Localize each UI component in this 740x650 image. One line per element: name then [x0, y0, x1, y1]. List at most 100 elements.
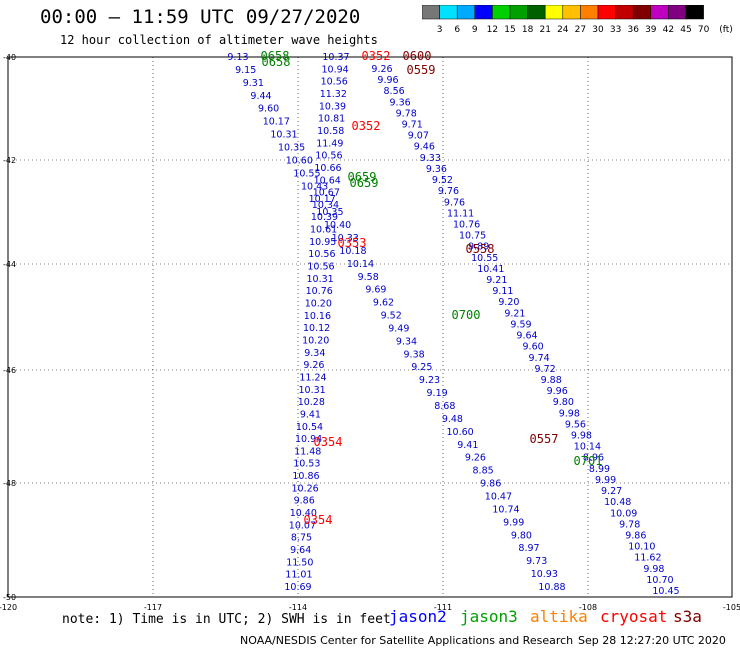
colorbar-tick: 45 [680, 25, 691, 35]
pass-time-label: 0353 [338, 236, 367, 250]
track-b-value: 9.07 [408, 131, 429, 142]
lon-label: -114 [289, 603, 307, 610]
track-b-value: 9.60 [523, 342, 544, 353]
track-b-value: 9.72 [535, 364, 556, 375]
mission-jason3: jason3 [460, 607, 518, 626]
track-b-value: 9.98 [643, 564, 664, 575]
track-a-value: 11.32 [320, 89, 347, 100]
track-b-value: 9.64 [516, 331, 537, 342]
colorbar-swatch [685, 5, 704, 20]
track-c-value: 9.19 [427, 388, 448, 399]
track-a-value: 10.54 [296, 422, 323, 433]
lon-label: -120 [0, 603, 17, 610]
track-c-value: 9.52 [381, 311, 402, 322]
track-b-value: 9.20 [498, 297, 519, 308]
track-c-value: 10.60 [446, 427, 473, 438]
track-b-value: 10.41 [477, 264, 504, 275]
track-c-value: 9.60 [258, 104, 279, 115]
track-a-value: 10.95 [309, 237, 336, 248]
track-c-value: 9.25 [411, 362, 432, 373]
pass-time-label: 0352 [362, 49, 391, 63]
track-a-value: 10.94 [295, 434, 322, 445]
track-a-value: 9.41 [300, 409, 321, 420]
track-b-value: 8.96 [583, 453, 604, 464]
pass-time-label: 0558 [466, 242, 495, 256]
track-a-value: 10.86 [292, 471, 319, 482]
track-c-value: 9.80 [511, 530, 532, 541]
footer-note: note: 1) Time is in UTC; 2) SWH is in fe… [62, 612, 391, 627]
track-b-value: 10.75 [459, 231, 486, 242]
track-b-value: 10.09 [610, 508, 637, 519]
track-c-value: 10.55 [293, 168, 320, 179]
colorbar-tick: 33 [610, 25, 621, 35]
track-a-value: 10.07 [289, 520, 316, 531]
track-b-value: 9.88 [541, 375, 562, 386]
track-b-value: 9.21 [504, 308, 525, 319]
colorbar-tick: 36 [627, 25, 639, 35]
lat-label: -42 [3, 156, 16, 165]
pass-time-label: 0700 [452, 308, 481, 322]
lat-label: -44 [3, 260, 16, 269]
track-a-value: 10.37 [322, 52, 349, 63]
pass-time-label: 0557 [530, 432, 559, 446]
track-b-value: 9.52 [432, 175, 453, 186]
track-a-value: 10.26 [291, 483, 318, 494]
track-a-value: 10.34 [312, 200, 339, 211]
track-c-value: 10.40 [324, 220, 351, 231]
track-b-value: 9.11 [492, 286, 513, 297]
track-b-value: 8.99 [589, 464, 610, 475]
track-c-value: 9.15 [235, 65, 256, 76]
track-a-value: 11.49 [316, 138, 343, 149]
pass-time-label: 0658 [262, 55, 291, 69]
track-a-value: 11.50 [286, 557, 313, 568]
track-c-value: 9.62 [373, 298, 394, 309]
pass-time-label: 0659 [348, 170, 377, 184]
track-a-value: 10.56 [307, 262, 334, 273]
track-c-value: 10.33 [332, 233, 359, 244]
track-b-value: 9.99 [595, 475, 616, 486]
track-a-value: 10.56 [321, 77, 348, 88]
lat-label: -50 [3, 593, 16, 602]
track-a-value: 10.31 [298, 385, 325, 396]
track-c-value: 9.23 [419, 375, 440, 386]
lat-label: -40 [3, 53, 16, 62]
track-a-value: 10.39 [311, 212, 338, 223]
track-c-value: 9.73 [526, 556, 547, 567]
mission-jason2: jason2 [389, 607, 447, 626]
track-a-value: 10.12 [303, 323, 330, 334]
track-a-value: 10.56 [308, 249, 335, 260]
track-c-value: 8.68 [434, 401, 455, 412]
track-c-value: 10.14 [347, 259, 374, 270]
lon-label: -105 [723, 603, 740, 610]
track-b-value: 10.70 [646, 575, 673, 586]
track-a-value: 10.61 [310, 225, 337, 236]
track-c-value: 9.49 [388, 324, 409, 335]
track-a-value: 10.20 [305, 299, 332, 310]
track-b-value: 9.59 [510, 319, 531, 330]
track-b-value: 8.56 [384, 86, 405, 97]
colorbar-tick: 3 [437, 25, 443, 35]
track-b-value: 9.27 [601, 486, 622, 497]
track-a-value: 10.31 [306, 274, 333, 285]
track-c-value: 10.35 [316, 207, 343, 218]
track-c-value: 9.86 [480, 479, 501, 490]
colorbar-tick: 18 [522, 25, 534, 35]
colorbar-tick: 6 [454, 25, 460, 35]
track-c-value: 10.18 [339, 246, 366, 257]
track-c-value: 9.13 [227, 52, 248, 63]
track-c-value: 10.17 [309, 194, 336, 205]
track-b-value: 9.89 [468, 242, 489, 253]
track-b-value: 10.10 [628, 542, 655, 553]
track-a-value: 10.56 [315, 151, 342, 162]
track-b-value: 9.26 [371, 64, 392, 75]
page-subtitle: 12 hour collection of altimeter wave hei… [60, 33, 378, 47]
track-c-value: 9.26 [465, 453, 486, 464]
track-b-value: 9.71 [402, 120, 423, 131]
track-c-value: 10.47 [485, 492, 512, 503]
track-a-value: 11.01 [285, 570, 312, 581]
track-a-value: 10.67 [313, 188, 340, 199]
track-b-value: 10.55 [471, 253, 498, 264]
track-a-value: 10.40 [290, 508, 317, 519]
track-c-value: 9.58 [358, 272, 379, 283]
pass-time-label: 0354 [304, 513, 333, 527]
